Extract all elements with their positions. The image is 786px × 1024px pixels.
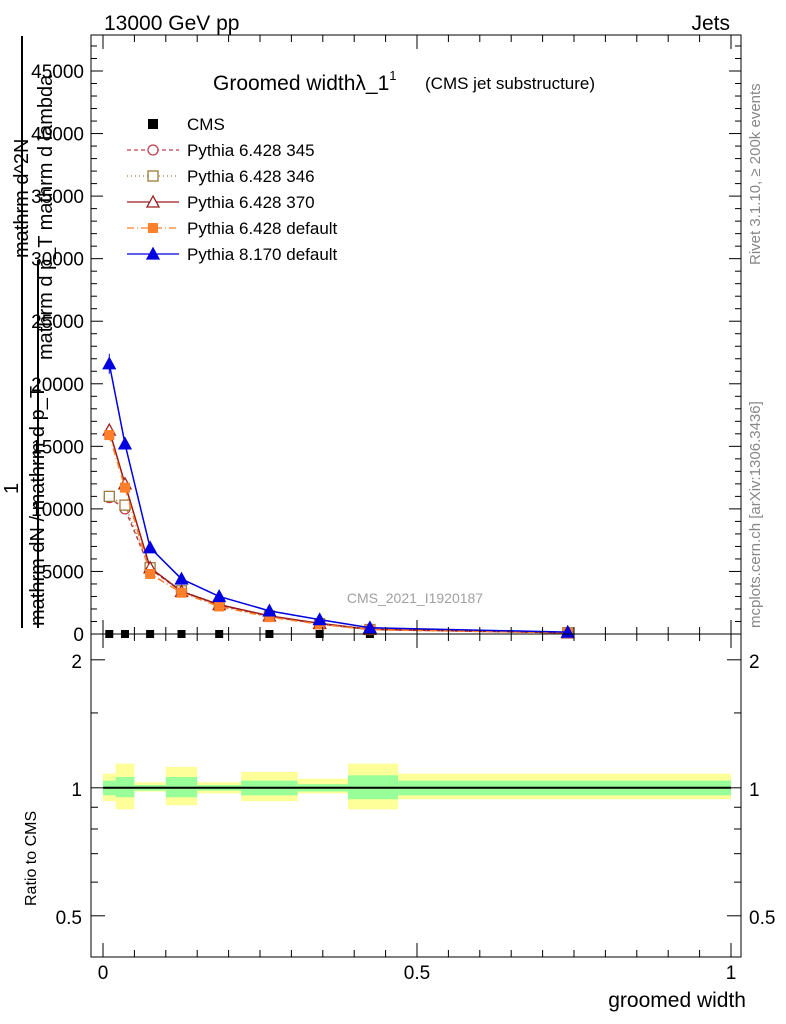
y-tick-label: 20000 bbox=[31, 375, 84, 396]
series-5 bbox=[102, 353, 575, 638]
legend-marker bbox=[148, 119, 158, 129]
legend-item: Pythia 6.428 default bbox=[127, 219, 338, 238]
legend-marker bbox=[147, 144, 159, 156]
y-tick-label: 30000 bbox=[31, 250, 84, 271]
chart-subtitle: (CMS jet substructure) bbox=[425, 74, 595, 93]
main-x-ticks bbox=[102, 35, 732, 634]
data-point bbox=[312, 612, 327, 626]
data-point bbox=[119, 482, 130, 493]
legend-label: Pythia 8.170 default bbox=[187, 245, 338, 264]
legend: CMS Pythia 6.428 345 Pythia 6.428 346 Pythi… bbox=[127, 115, 338, 264]
legend-marker bbox=[145, 194, 161, 208]
ratio-y-tick-label: 0.5 bbox=[56, 908, 82, 929]
main-panel: 0 5000 10000 15000 20000 25000 30000 35000 40000… bbox=[1, 34, 742, 646]
data-point bbox=[362, 620, 377, 634]
data-point bbox=[119, 499, 131, 511]
ratio-y-tick-label: 2 bbox=[71, 652, 82, 673]
data-point bbox=[214, 601, 225, 612]
ratio-bands bbox=[103, 763, 731, 810]
series-line bbox=[108, 497, 568, 634]
main-y-axis-label: mathrm d^2N mathrm d p_T mathrm d lambda… bbox=[1, 36, 57, 628]
x-tick-label: 0.5 bbox=[404, 963, 430, 984]
ylabel-prefix: 1 bbox=[1, 483, 23, 494]
header-jets-label: Jets bbox=[691, 12, 730, 35]
data-point bbox=[117, 436, 133, 450]
legend-item: CMS bbox=[148, 115, 225, 134]
legend-label: Pythia 6.428 346 bbox=[187, 167, 315, 186]
legend-marker bbox=[147, 170, 159, 182]
y-tick-label: 10000 bbox=[31, 500, 84, 521]
y-tick-label: 0 bbox=[73, 625, 84, 646]
x-tick-label: 0 bbox=[98, 963, 109, 984]
ratio-y-tick-label: 1 bbox=[71, 780, 82, 801]
data-point bbox=[264, 612, 275, 623]
ratio-frame bbox=[90, 633, 742, 958]
y-tick-label: 15000 bbox=[31, 437, 84, 458]
y-tick-label: 25000 bbox=[31, 312, 84, 333]
main-data-layer bbox=[102, 353, 575, 639]
y-tick-label: 45000 bbox=[31, 62, 84, 83]
y-tick-label: 5000 bbox=[42, 562, 84, 583]
ratio-y-tick-label-right: 1 bbox=[749, 780, 760, 801]
watermark: CMS_2021_I1920187 bbox=[347, 590, 483, 606]
x-tick-label: 1 bbox=[726, 963, 737, 984]
ratio-y-tick-label-right: 0.5 bbox=[749, 908, 775, 929]
data-point bbox=[262, 603, 277, 617]
ratio-x-axis: 0 0.5 1 bbox=[98, 634, 737, 984]
mcplots-label: mcplots.cern.ch [arXiv:1306.3436] bbox=[747, 401, 764, 628]
data-point bbox=[174, 571, 189, 585]
header-energy-label: 13000 GeV pp bbox=[104, 12, 239, 35]
series-4 bbox=[104, 430, 573, 638]
data-point bbox=[143, 540, 158, 554]
data-point bbox=[102, 356, 117, 370]
rivet-label: Rivet 3.1.10, ≥ 200k events bbox=[747, 83, 764, 265]
legend-item: Pythia 8.170 default bbox=[127, 245, 338, 264]
x-axis-label: groomed width bbox=[608, 989, 746, 1012]
y-tick-label: 35000 bbox=[31, 187, 84, 208]
legend-label: Pythia 6.428 default bbox=[187, 219, 338, 238]
legend-label: Pythia 6.428 370 bbox=[187, 193, 315, 212]
main-y-axis: 0 5000 10000 15000 20000 25000 30000 35000 40000… bbox=[31, 45, 741, 646]
legend-marker bbox=[145, 246, 161, 260]
legend-label: CMS bbox=[187, 115, 225, 134]
chart-title: Groomed widthλ_11 bbox=[213, 68, 397, 95]
data-point bbox=[145, 568, 156, 579]
series-1 bbox=[103, 491, 574, 639]
data-point bbox=[176, 587, 187, 598]
series-3 bbox=[102, 422, 575, 639]
chart-title-sup: 1 bbox=[389, 68, 396, 83]
series-line bbox=[108, 429, 568, 634]
legend-item: Pythia 6.428 346 bbox=[127, 167, 315, 186]
ylabel-denominator: mathrm d p_T mathrm d lambda bbox=[35, 74, 57, 360]
ratio-y-axis: 0.5 0.5 1 1 2 2 bbox=[56, 652, 776, 929]
series-line bbox=[108, 434, 568, 634]
series-line bbox=[108, 495, 568, 634]
legend-item: Pythia 6.428 370 bbox=[127, 193, 315, 212]
legend-marker bbox=[148, 223, 158, 233]
series-2 bbox=[103, 490, 574, 639]
y-tick-label: 40000 bbox=[31, 125, 84, 146]
ratio-y-tick-label-right: 2 bbox=[749, 652, 760, 673]
ratio-y-axis-label: Ratio to CMS bbox=[23, 811, 40, 906]
legend-label: Pythia 6.428 345 bbox=[187, 141, 315, 160]
legend-item: Pythia 6.428 345 bbox=[127, 141, 315, 160]
ratio-panel: 0.5 0.51 12 2 0 0.5 1 Ratio to CMS groomed wi… bbox=[23, 633, 776, 1012]
data-point bbox=[103, 490, 115, 503]
data-point bbox=[212, 589, 227, 603]
chart-title-main: Groomed widthλ_1 bbox=[213, 72, 389, 95]
data-point bbox=[104, 430, 115, 441]
